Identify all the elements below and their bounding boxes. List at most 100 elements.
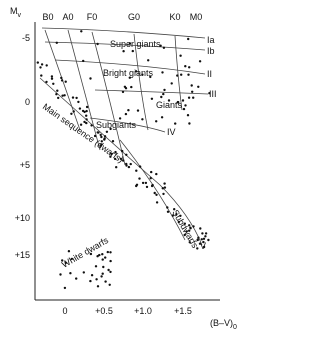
- star: [130, 85, 133, 89]
- star: [36, 61, 39, 64]
- star: [190, 84, 193, 87]
- spectral-type: K0: [169, 12, 180, 22]
- y-tick: +15: [15, 250, 30, 260]
- star: [55, 41, 58, 44]
- curve-vert-5: [174, 35, 183, 111]
- star: [167, 99, 171, 102]
- star: [183, 222, 186, 225]
- star: [109, 270, 112, 274]
- star: [198, 60, 202, 63]
- star: [181, 99, 185, 102]
- star: [189, 226, 192, 229]
- star: [90, 274, 94, 277]
- star: [118, 117, 122, 120]
- star: [182, 107, 186, 111]
- star: [85, 114, 88, 117]
- star: [141, 181, 145, 185]
- background: [0, 0, 250, 333]
- star: [96, 42, 99, 46]
- star: [201, 232, 204, 235]
- star: [119, 157, 123, 160]
- star: [63, 94, 66, 97]
- star: [111, 140, 115, 143]
- star: [93, 134, 97, 138]
- spectral-type: M0: [190, 12, 203, 22]
- star: [162, 46, 166, 49]
- star: [59, 273, 62, 276]
- star: [135, 169, 138, 172]
- star: [78, 107, 82, 110]
- y-label-sub: v: [18, 12, 22, 19]
- star: [63, 286, 67, 290]
- region-label: Giants: [156, 100, 183, 110]
- star: [45, 64, 48, 67]
- star: [187, 96, 191, 99]
- star: [207, 238, 210, 242]
- x-label-sub: 0: [233, 324, 237, 331]
- star: [208, 92, 211, 95]
- star: [151, 183, 154, 187]
- star: [153, 191, 156, 195]
- star: [50, 75, 54, 78]
- star: [184, 65, 187, 68]
- star: [160, 116, 164, 119]
- star: [80, 30, 83, 33]
- star: [109, 155, 112, 158]
- star: [200, 238, 203, 241]
- star: [163, 182, 166, 185]
- class-label: III: [209, 89, 217, 99]
- star: [108, 283, 111, 286]
- star: [125, 162, 128, 166]
- star: [61, 259, 64, 262]
- star: [95, 278, 98, 281]
- star: [188, 122, 191, 125]
- x-label-main: (B–V): [210, 318, 233, 328]
- spectral-types: B0 A0 F0 G0 K0 M0: [42, 12, 202, 22]
- star: [81, 109, 85, 113]
- star: [101, 272, 104, 275]
- star: [198, 242, 202, 245]
- star: [90, 124, 93, 127]
- star: [175, 213, 178, 216]
- star: [52, 82, 55, 86]
- x-tick: +1.0: [134, 306, 152, 316]
- star: [61, 94, 64, 97]
- star: [141, 73, 144, 76]
- star: [185, 230, 188, 233]
- star: [100, 275, 103, 278]
- star: [162, 192, 165, 196]
- x-ticks: 0 +0.5 +1.0 +1.5: [62, 306, 191, 316]
- star: [124, 112, 128, 116]
- star: [145, 185, 149, 189]
- curve-ib: [44, 41, 206, 51]
- curve-ia: [41, 27, 206, 39]
- star: [109, 127, 112, 131]
- star: [147, 59, 150, 62]
- star: [103, 135, 107, 138]
- star: [176, 100, 180, 104]
- class-label: IV: [167, 127, 176, 137]
- star: [101, 258, 104, 261]
- star: [202, 240, 205, 244]
- star: [64, 80, 67, 83]
- star: [107, 268, 110, 272]
- star: [110, 152, 113, 156]
- star: [188, 224, 191, 227]
- star: [97, 131, 100, 134]
- star: [104, 256, 107, 259]
- x-tick: +1.5: [174, 306, 192, 316]
- star: [163, 88, 166, 92]
- star: [79, 123, 83, 126]
- class-label: Ib: [207, 46, 215, 56]
- star: [150, 97, 154, 101]
- star: [96, 285, 100, 288]
- region-label: Bright giants: [103, 68, 154, 78]
- star: [89, 279, 92, 283]
- star: [99, 144, 102, 147]
- star: [174, 122, 177, 125]
- star: [128, 42, 132, 45]
- star: [197, 236, 200, 239]
- star: [150, 170, 153, 174]
- star: [98, 253, 101, 257]
- star: [85, 118, 88, 121]
